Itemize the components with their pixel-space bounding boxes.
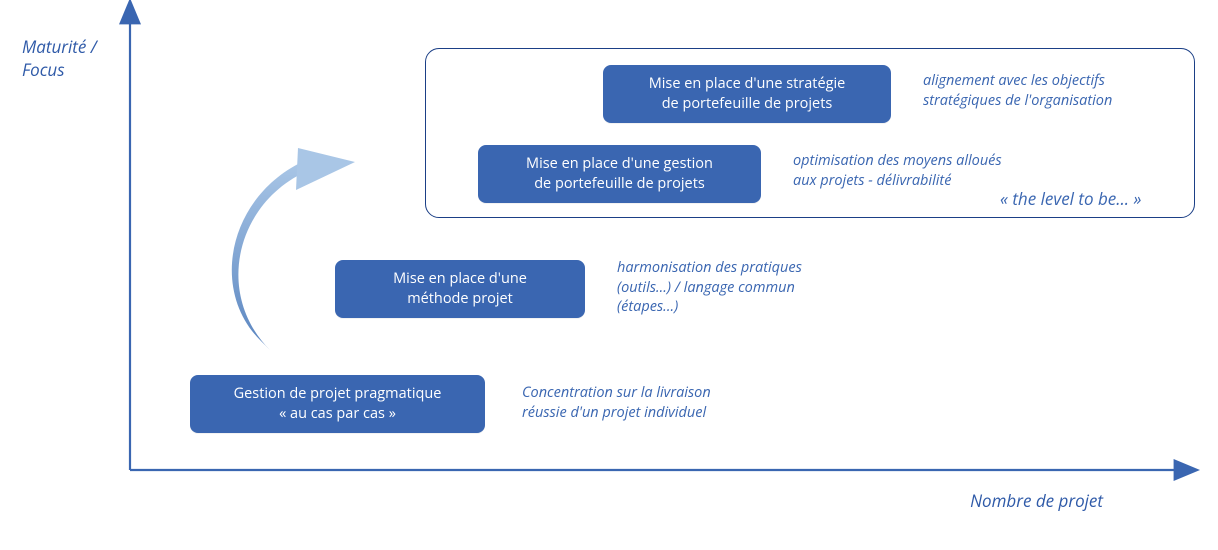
progression-arrow	[232, 162, 305, 350]
diagram-canvas: Maturité /Focus Nombre de projet « the l…	[0, 0, 1218, 550]
stage-2-label: Mise en place d'uneméthode projet	[393, 269, 527, 308]
stage-3-caption: optimisation des moyens allouésaux proje…	[793, 151, 1002, 190]
stage-2-box: Mise en place d'uneméthode projet	[335, 260, 585, 318]
x-axis-label: Nombre de projet	[970, 490, 1103, 513]
stage-1-caption: Concentration sur la livraisonréussie d'…	[522, 383, 711, 422]
progression-arrowhead	[296, 148, 355, 190]
stage-4-box: Mise en place d'une stratégiede portefeu…	[603, 65, 891, 123]
stage-3-box: Mise en place d'une gestionde portefeuil…	[478, 145, 761, 203]
stage-1-box: Gestion de projet pragmatique« au cas pa…	[190, 375, 485, 433]
stage-2-caption: harmonisation des pratiques(outils...) /…	[617, 258, 802, 317]
stage-4-caption: alignement avec les objectifsstratégique…	[923, 71, 1112, 110]
y-axis-label: Maturité /Focus	[22, 36, 97, 82]
stage-4-label: Mise en place d'une stratégiede portefeu…	[649, 74, 846, 113]
target-level-label: « the level to be... »	[1000, 187, 1141, 210]
stage-1-label: Gestion de projet pragmatique« au cas pa…	[234, 384, 442, 423]
stage-3-label: Mise en place d'une gestionde portefeuil…	[526, 154, 713, 193]
